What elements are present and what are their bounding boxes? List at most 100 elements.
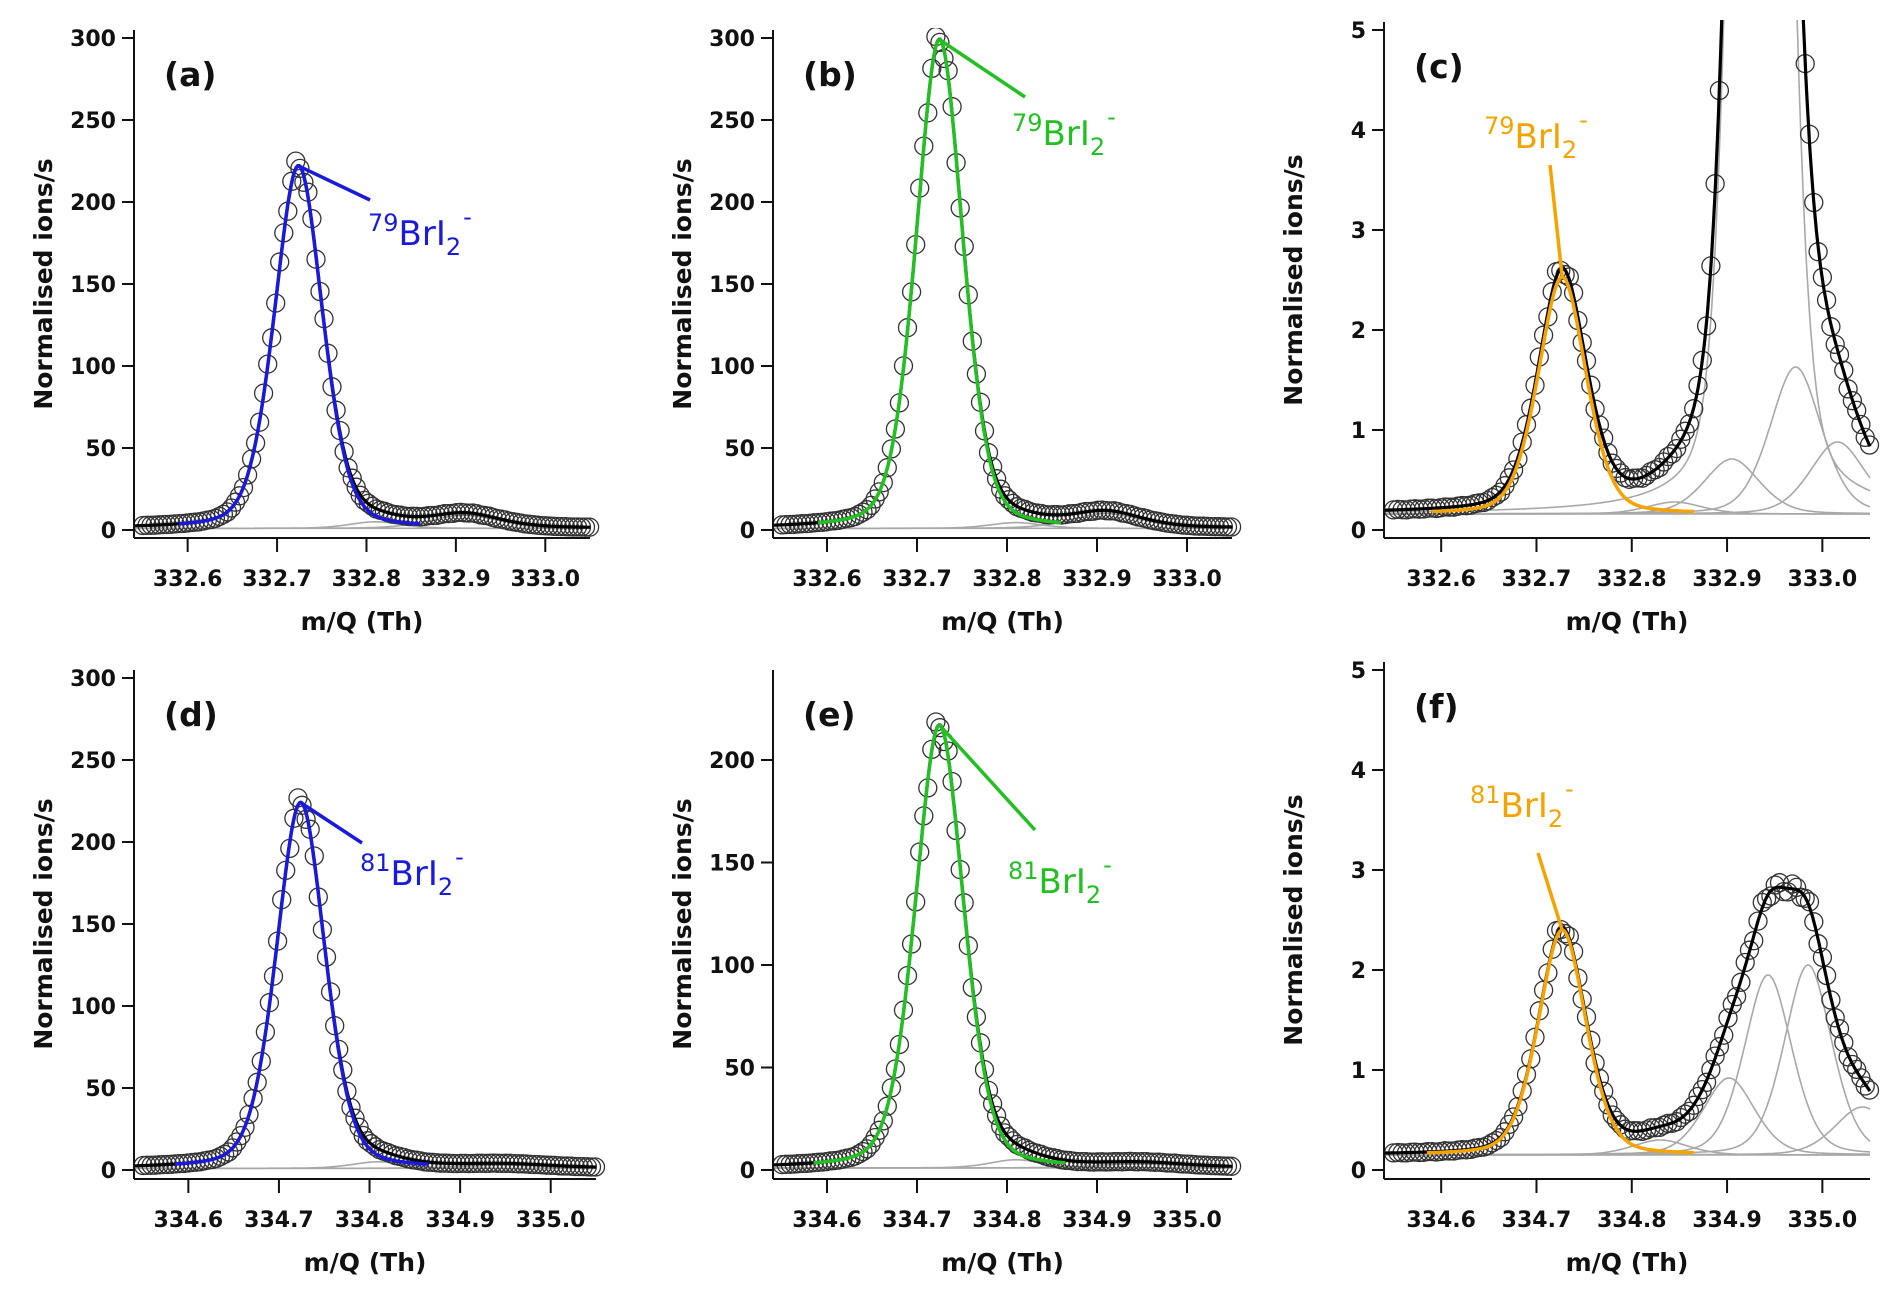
total-fit-curve: [135, 163, 590, 529]
x-tick-label: 334.7: [1502, 1208, 1572, 1233]
total-fit-curve: [774, 723, 1232, 1168]
y-tick-label: 2: [1351, 959, 1366, 984]
x-tick-label: 332.6: [153, 567, 223, 592]
isotope-mass: 81: [360, 849, 391, 877]
x-tick-label: 332.6: [792, 567, 862, 592]
formula: BrI: [1515, 117, 1562, 157]
plot-area: [774, 712, 1242, 1176]
data-point: [1679, 414, 1700, 434]
x-tick-label: 335.0: [1788, 1208, 1858, 1233]
data-point: [1688, 1086, 1708, 1107]
data-point: [991, 479, 1011, 499]
data-point: [1825, 1008, 1845, 1028]
data-point: [1491, 482, 1511, 502]
x-tick-label: 332.8: [1597, 567, 1667, 592]
data-point: [292, 795, 312, 815]
y-tick-label: 3: [1351, 219, 1366, 244]
brI2-peak-fit-curve: [1426, 928, 1694, 1155]
x-tick-label: 332.9: [1692, 567, 1762, 592]
y-tick-label: 150: [709, 273, 755, 298]
data-point: [350, 485, 370, 505]
y-axis-title: Normalised ions/s: [668, 798, 697, 1049]
plot-area: [135, 788, 606, 1177]
data-point: [1666, 438, 1687, 459]
component-curve: [1385, 974, 1871, 1156]
y-axis-title: Normalised ions/s: [29, 798, 58, 1049]
data-point: [1804, 912, 1824, 932]
formula-subscript: 2: [1562, 136, 1577, 164]
x-axis-title: m/Q (Th): [941, 1248, 1064, 1277]
y-tick-label: 300: [70, 27, 116, 52]
data-point: [1834, 1032, 1854, 1053]
data-point: [1756, 889, 1777, 909]
panel-f: 0 1 2 3 4 5 334.6 334.7 334.8 334.9 335.0 m/Q (Th) N…: [1279, 659, 1880, 1277]
x-tick-label: 332.7: [242, 567, 312, 592]
data-point: [930, 718, 950, 738]
data-point: [1859, 435, 1880, 455]
y-axis-title: Normalised ions/s: [668, 158, 697, 409]
data-point: [1718, 1008, 1738, 1028]
species-annotation: 81BrI2-: [360, 843, 464, 901]
x-tick-label: 334.8: [972, 1208, 1042, 1233]
panel-label: (a): [164, 55, 216, 94]
y-tick-label: 250: [70, 109, 116, 134]
annotation-leader-line: [938, 723, 1037, 832]
x-tick-label: 335.0: [1152, 1208, 1222, 1233]
data-point: [1679, 1101, 1700, 1122]
data-point: [869, 1120, 889, 1140]
annotation-leader-line: [299, 801, 363, 845]
x-tick-label: 334.6: [1406, 1208, 1476, 1233]
y-tick-label: 2: [1351, 319, 1366, 344]
panel-label: (f): [1414, 687, 1459, 726]
data-point: [1508, 1096, 1528, 1117]
data-point: [873, 472, 893, 493]
data-point: [1662, 444, 1682, 464]
data-point: [227, 1132, 247, 1152]
y-tick-label: 200: [709, 191, 755, 216]
data-point: [235, 1117, 255, 1137]
data-point: [233, 477, 254, 498]
y-tick-label: 0: [740, 519, 755, 544]
formula-subscript: 2: [1548, 805, 1563, 833]
y-tick-label: 4: [1351, 759, 1366, 784]
x-tick-label: 334.6: [154, 1208, 224, 1233]
data-point: [1701, 1059, 1721, 1080]
y-tick-label: 0: [740, 1159, 755, 1184]
panel-label: (e): [803, 695, 856, 734]
isotope-mass: 81: [1008, 857, 1039, 885]
data-point: [1829, 344, 1850, 365]
y-tick-label: 50: [724, 437, 755, 462]
data-point: [1847, 400, 1867, 421]
x-tick-label: 332.7: [1502, 567, 1572, 592]
plot-area: [135, 151, 600, 537]
data-point: [1726, 986, 1747, 1007]
species-annotation: 79BrI2-: [1484, 106, 1588, 164]
x-tick-label: 334.8: [1597, 1208, 1667, 1233]
y-tick-label: 50: [724, 1057, 755, 1082]
plot-area: [774, 28, 1242, 537]
y-tick-label: 200: [709, 749, 755, 774]
data-point: [1709, 1037, 1730, 1057]
x-axis-title: m/Q (Th): [941, 607, 1064, 636]
formula: BrI: [1043, 114, 1090, 154]
isotope-mass: 79: [1484, 112, 1515, 140]
data-point: [241, 449, 262, 469]
y-tick-label: 50: [85, 437, 116, 462]
y-tick-label: 100: [709, 954, 755, 979]
data-point: [1594, 428, 1614, 448]
data-point: [1598, 442, 1618, 463]
annotation-leader-line: [1536, 852, 1564, 931]
data-point: [930, 32, 950, 53]
component-curve: [1385, 366, 1871, 515]
x-tick-label: 334.9: [1692, 1208, 1762, 1233]
formula: BrI: [1039, 862, 1086, 902]
data-point: [1658, 1113, 1678, 1134]
data-point: [1748, 911, 1768, 931]
y-axis-title: Normalised ions/s: [29, 158, 58, 409]
data-point: [1795, 888, 1815, 908]
x-axis-title: m/Q (Th): [1566, 607, 1689, 636]
x-tick-label: 332.9: [1062, 567, 1132, 592]
formula: BrI: [399, 214, 446, 254]
data-point: [1834, 360, 1854, 380]
species-annotation: 81BrI2-: [1470, 775, 1574, 833]
